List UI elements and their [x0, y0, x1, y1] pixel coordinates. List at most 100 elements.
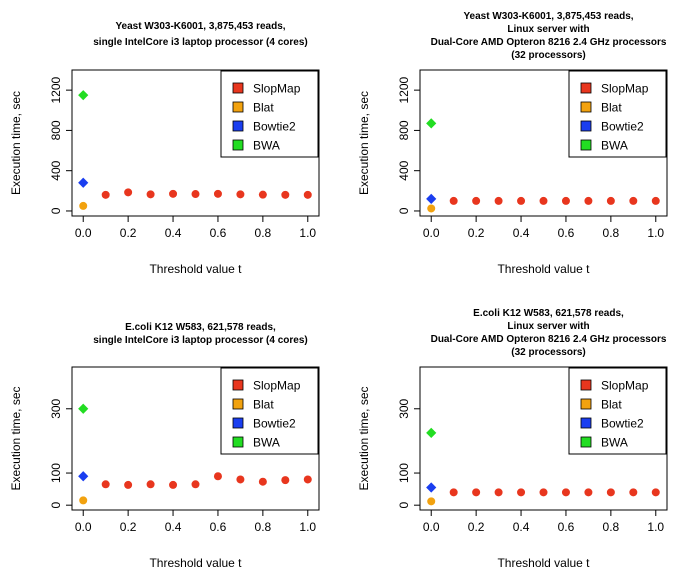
legend-swatch-bwa — [580, 436, 592, 448]
x-tick-label: 0.8 — [255, 226, 272, 240]
legend-label: SlopMap — [253, 379, 301, 393]
y-tick-label: 300 — [397, 398, 411, 418]
legend: SlopMap Blat Bowtie2 BWA — [568, 367, 667, 455]
y-tick-label: 1200 — [397, 76, 411, 103]
y-tick-label: 100 — [49, 463, 63, 483]
point-slopmap — [124, 188, 133, 197]
legend-label: Bowtie2 — [601, 417, 644, 431]
x-tick-label: 1.0 — [299, 226, 316, 240]
x-tick-label: 0.4 — [513, 226, 530, 240]
x-tick-label: 0.6 — [210, 520, 227, 534]
y-tick-label: 0 — [397, 502, 411, 509]
point-slopmap — [258, 190, 267, 199]
y-axis-label: Execution time, sec — [9, 386, 23, 490]
point-slopmap — [517, 488, 526, 497]
point-slopmap — [124, 480, 133, 489]
point-slopmap — [101, 190, 110, 199]
point-blat — [427, 204, 436, 213]
chart-title-line: single IntelCore i3 laptop processor (4 … — [93, 335, 308, 346]
y-tick-label: 0 — [49, 502, 63, 509]
y-tick-label: 0 — [49, 207, 63, 214]
legend-swatch-bwa — [580, 139, 592, 151]
legend-label: Blat — [253, 398, 274, 412]
y-axis-label: Execution time, sec — [9, 91, 23, 195]
legend-label: SlopMap — [601, 379, 649, 393]
chart-title-line: Linux server with — [507, 321, 589, 332]
x-tick-label: 0.0 — [423, 520, 440, 534]
point-bowtie2 — [426, 482, 437, 493]
x-tick-label: 0.0 — [423, 226, 440, 240]
point-slopmap — [606, 488, 615, 497]
legend: SlopMap Blat Bowtie2 BWA — [220, 70, 319, 158]
legend-swatch-slopmap — [232, 82, 244, 94]
point-blat — [79, 496, 88, 505]
point-slopmap — [258, 477, 267, 486]
legend-swatch-blat — [580, 398, 592, 410]
x-tick-label: 0.8 — [603, 226, 620, 240]
y-tick-label: 400 — [49, 160, 63, 180]
legend-swatch-slopmap — [580, 379, 592, 391]
point-slopmap — [584, 196, 593, 205]
legend-label: Blat — [253, 101, 274, 115]
y-tick-label: 800 — [49, 120, 63, 140]
point-bowtie2 — [78, 471, 89, 482]
legend-label: Blat — [601, 398, 622, 412]
x-tick-label: 0.4 — [513, 520, 530, 534]
y-tick-label: 0 — [397, 207, 411, 214]
plot-frame — [419, 366, 668, 511]
point-slopmap — [236, 190, 245, 199]
x-tick-label: 0.4 — [165, 520, 182, 534]
legend-swatch-slopmap — [580, 82, 592, 94]
point-slopmap — [629, 488, 638, 497]
point-slopmap — [539, 488, 548, 497]
x-tick-label: 0.2 — [120, 226, 137, 240]
x-tick-label: 0.0 — [75, 226, 92, 240]
legend-label: BWA — [601, 436, 628, 450]
point-slopmap — [281, 190, 290, 199]
legend-label: BWA — [253, 436, 280, 450]
chart-panel-1: Yeast W303-K6001, 3,875,453 reads, single… — [9, 21, 320, 276]
legend-swatch-bowtie2 — [232, 120, 244, 132]
legend-label: SlopMap — [253, 82, 301, 96]
x-tick-label: 0.4 — [165, 226, 182, 240]
legend-label: Bowtie2 — [253, 417, 296, 431]
legend: SlopMap Blat Bowtie2 BWA — [220, 367, 319, 455]
x-tick-label: 0.2 — [120, 520, 137, 534]
y-tick-label: 1200 — [49, 76, 63, 103]
point-slopmap — [561, 196, 570, 205]
point-slopmap — [169, 189, 178, 198]
plot-frame — [419, 69, 668, 217]
point-slopmap — [101, 480, 110, 489]
point-slopmap — [494, 488, 503, 497]
legend-label: Bowtie2 — [601, 120, 644, 134]
point-slopmap — [584, 488, 593, 497]
legend-swatch-bowtie2 — [580, 417, 592, 429]
legend-swatch-slopmap — [232, 379, 244, 391]
x-tick-label: 1.0 — [299, 520, 316, 534]
x-tick-label: 0.2 — [468, 520, 485, 534]
point-slopmap — [146, 190, 155, 199]
x-tick-label: 0.8 — [255, 520, 272, 534]
point-slopmap — [169, 480, 178, 489]
point-slopmap — [236, 475, 245, 484]
legend-label: BWA — [601, 139, 628, 153]
point-slopmap — [629, 196, 638, 205]
chart-title-line: Yeast W303-K6001, 3,875,453 reads, — [463, 11, 633, 22]
x-tick-label: 0.6 — [558, 520, 575, 534]
chart-title-line: Yeast W303-K6001, 3,875,453 reads, — [115, 21, 285, 32]
x-tick-label: 0.0 — [75, 520, 92, 534]
point-slopmap — [539, 196, 548, 205]
x-axis-label: Threshold value t — [149, 262, 242, 276]
point-slopmap — [651, 488, 660, 497]
legend-label: SlopMap — [601, 82, 649, 96]
x-tick-label: 0.6 — [210, 226, 227, 240]
legend-swatch-blat — [232, 101, 244, 113]
plot-frame — [71, 366, 320, 511]
x-axis-label: Threshold value t — [497, 262, 590, 276]
x-tick-label: 0.6 — [558, 226, 575, 240]
chart-title-line: single IntelCore i3 laptop processor (4 … — [93, 37, 308, 48]
legend-label: Blat — [601, 101, 622, 115]
point-slopmap — [517, 196, 526, 205]
point-bwa — [426, 118, 437, 129]
plot-frame — [71, 69, 320, 217]
